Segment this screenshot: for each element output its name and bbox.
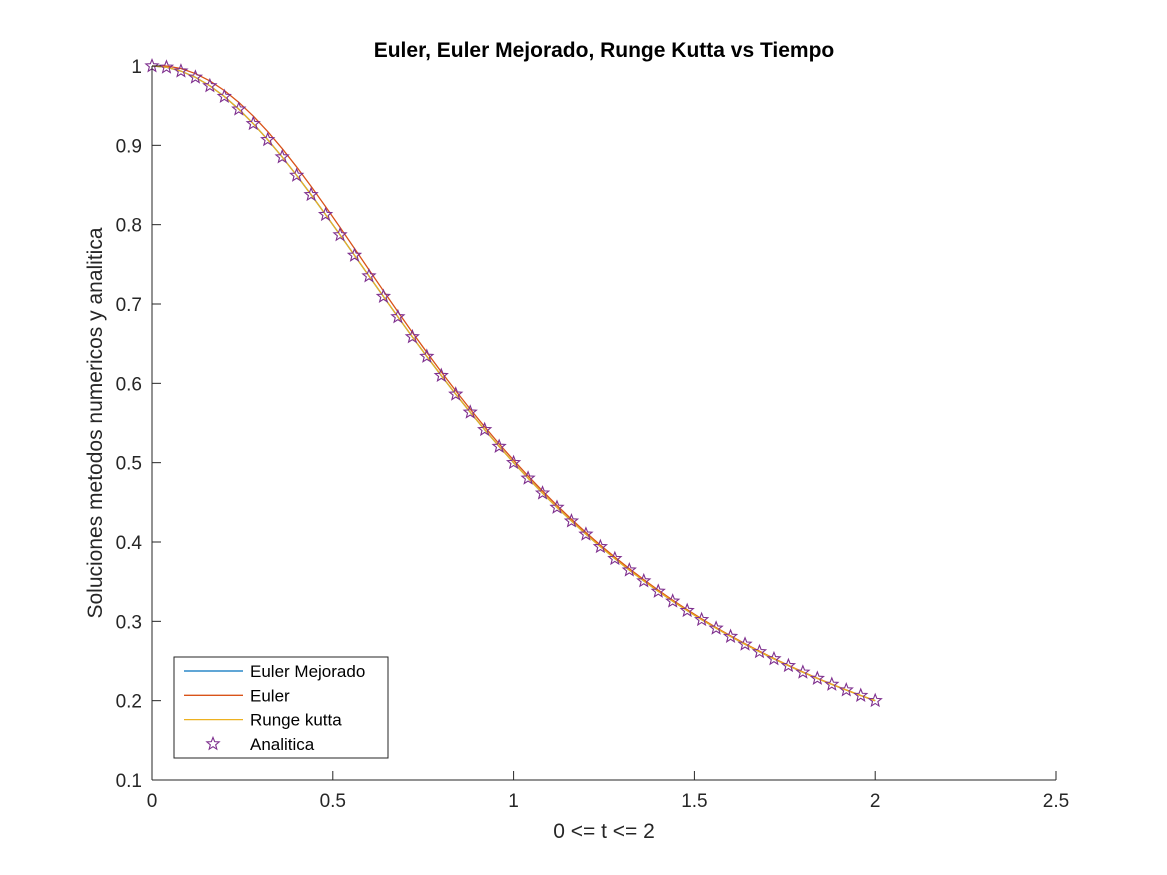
series-layer bbox=[144, 57, 883, 708]
data-point bbox=[332, 226, 348, 242]
data-point bbox=[216, 88, 232, 104]
y-tick-label: 0.3 bbox=[116, 612, 142, 633]
data-point bbox=[636, 572, 652, 588]
y-tick-label: 0.1 bbox=[116, 771, 142, 792]
x-tick-label: 2 bbox=[870, 791, 881, 812]
data-point bbox=[375, 288, 392, 303]
data-point bbox=[780, 657, 797, 673]
data-point bbox=[853, 687, 869, 702]
data-point bbox=[520, 470, 536, 485]
data-point bbox=[563, 513, 580, 528]
data-point bbox=[665, 593, 681, 608]
y-tick-label: 0.4 bbox=[116, 533, 143, 554]
data-point bbox=[795, 664, 811, 679]
legend-box bbox=[173, 656, 389, 759]
data-point bbox=[650, 583, 666, 598]
data-point bbox=[809, 670, 825, 685]
data-point bbox=[231, 101, 247, 116]
data-point bbox=[419, 348, 435, 363]
legend-label-euler-mejorado: Euler Mejorado bbox=[250, 662, 365, 681]
y-tick-label: 0.7 bbox=[116, 295, 142, 316]
data-point bbox=[694, 611, 710, 627]
data-point bbox=[505, 454, 522, 470]
data-point bbox=[679, 602, 695, 618]
y-tick-label: 1 bbox=[131, 57, 142, 78]
data-point bbox=[289, 167, 305, 182]
series-markers-analitica bbox=[144, 57, 883, 708]
data-point bbox=[448, 386, 464, 401]
x-tick-label: 1.5 bbox=[681, 791, 707, 812]
data-point bbox=[867, 692, 883, 708]
legend-label-runge-kutta: Runge kutta bbox=[250, 711, 342, 730]
data-point bbox=[751, 643, 768, 659]
data-point bbox=[621, 562, 637, 577]
y-tick-label: 0.2 bbox=[116, 692, 142, 713]
y-tick-label: 0.8 bbox=[116, 216, 142, 237]
data-point bbox=[737, 636, 753, 651]
data-point bbox=[158, 59, 175, 74]
x-tick-label: 0 bbox=[147, 791, 158, 812]
data-point bbox=[202, 77, 218, 93]
data-point bbox=[592, 538, 609, 554]
y-axis-label: Soluciones metodos numericos y analitica bbox=[84, 227, 107, 618]
data-point bbox=[361, 267, 377, 283]
data-point bbox=[317, 206, 334, 222]
data-point bbox=[303, 186, 319, 202]
data-point bbox=[274, 148, 290, 164]
data-point bbox=[260, 131, 276, 147]
chart-title: Euler, Euler Mejorado, Runge Kutta vs Ti… bbox=[374, 39, 835, 62]
x-tick-label: 1 bbox=[508, 791, 519, 812]
data-point bbox=[173, 63, 189, 78]
data-point bbox=[245, 115, 261, 131]
data-point bbox=[766, 650, 782, 666]
data-point bbox=[404, 328, 420, 344]
x-axis-label: 0 <= t <= 2 bbox=[553, 820, 655, 843]
data-point bbox=[578, 526, 594, 541]
y-tick-label: 0.6 bbox=[116, 374, 142, 395]
y-tick-label: 0.9 bbox=[116, 136, 142, 157]
data-point bbox=[187, 69, 204, 84]
data-point bbox=[534, 485, 551, 500]
x-tick-label: 0.5 bbox=[320, 791, 346, 812]
data-point bbox=[708, 620, 724, 635]
data-point bbox=[433, 367, 449, 383]
data-point bbox=[346, 247, 363, 262]
data-point bbox=[491, 438, 507, 453]
data-point bbox=[838, 682, 854, 697]
data-point bbox=[462, 404, 478, 419]
data-point bbox=[390, 308, 406, 324]
y-tick-label: 0.5 bbox=[116, 454, 142, 475]
x-tick-label: 2.5 bbox=[1043, 791, 1069, 812]
data-point bbox=[477, 421, 493, 437]
data-point bbox=[549, 499, 565, 514]
data-point bbox=[722, 628, 739, 643]
data-point bbox=[824, 676, 840, 691]
data-point bbox=[607, 550, 623, 566]
legend: Euler Mejorado Euler Runge kutta Analitica bbox=[173, 656, 389, 759]
legend-label-analitica: Analitica bbox=[250, 735, 315, 754]
legend-label-euler: Euler bbox=[250, 686, 290, 705]
axes-layer: 0 0.5 1 1.5 2 2.5 0.1 0.2 0.3 0.4 0.5 0.6 0.7 0.8 0.9 1 bbox=[116, 57, 1070, 812]
legend-swatch-analitica bbox=[205, 735, 221, 751]
